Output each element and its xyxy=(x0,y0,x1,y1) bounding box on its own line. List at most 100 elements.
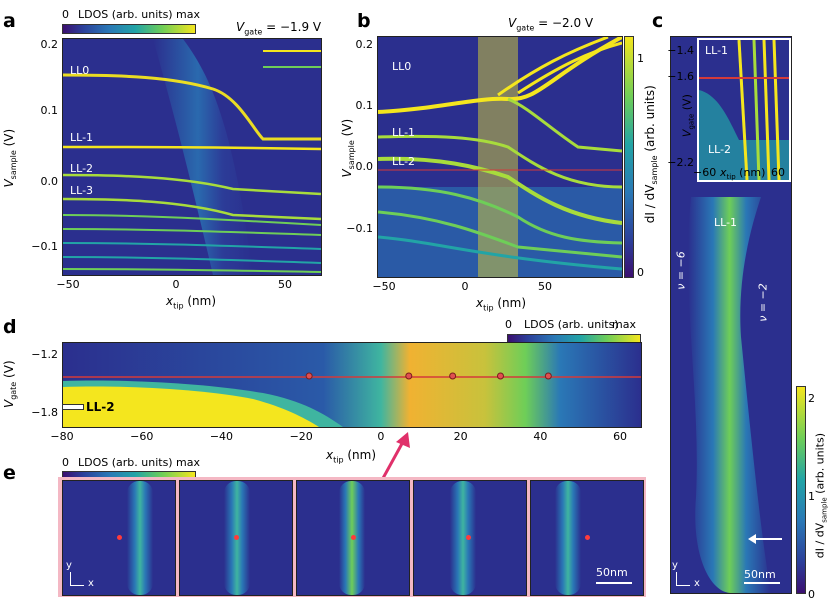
panel-b-ytick: 0.0 xyxy=(355,160,374,173)
panel-c-inset-ytick: −2.2 xyxy=(667,156,694,169)
panel-a-ll0: LL0 xyxy=(70,64,90,77)
panel-d-ylabel: Vgate (V) xyxy=(1,360,19,409)
panel-e-map-5 xyxy=(530,480,644,596)
panel-b-ll1: LL-1 xyxy=(392,126,416,139)
panel-d-colorbar-min: 0 xyxy=(505,318,512,331)
panel-d-xtick: −80 xyxy=(50,430,74,443)
panel-c-ll1: LL-1 xyxy=(714,216,738,229)
panel-a-colorbar-title: LDOS (arb. units) xyxy=(78,8,173,21)
panel-d-colorbar-title: LDOS (arb. units) xyxy=(524,318,619,331)
panel-c-nu-left: ν = −6 xyxy=(674,251,688,290)
panel-a-heatmap-svg xyxy=(63,39,321,275)
panel-c-axis-x-line xyxy=(676,585,690,586)
panel-a-colorbar-min: 0 xyxy=(62,8,69,21)
panel-d-xtick: −20 xyxy=(289,430,313,443)
panel-c-axis-y: y xyxy=(672,560,678,571)
panel-c-inset-svg xyxy=(699,40,789,180)
panel-b-xtick: 50 xyxy=(538,280,552,293)
panel-d-ll2-marker xyxy=(62,404,84,410)
panel-c-colorbar-tick: 1 xyxy=(808,490,815,503)
panel-b-heatmap xyxy=(377,36,623,278)
panel-d-heatmap-svg xyxy=(63,343,641,427)
panel-b-heatmap-svg xyxy=(378,37,622,277)
panel-c-inset-ytick: −1.4 xyxy=(667,44,694,57)
panel-a-ytick: 0.0 xyxy=(40,175,59,188)
panel-a-ytick: 0.2 xyxy=(40,38,59,51)
panel-d-heatmap xyxy=(62,342,642,428)
panel-c-scalebar xyxy=(744,582,780,584)
panel-d-position-marker xyxy=(544,372,552,380)
panel-c-colorbar-tick: 2 xyxy=(808,392,815,405)
panel-c-arrow xyxy=(754,538,782,540)
panel-d-position-marker xyxy=(449,372,457,380)
panel-e-colorbar-max: max xyxy=(176,456,200,469)
panel-c-axis-y-line xyxy=(676,572,677,586)
panel-c-inset-xtick: −60 xyxy=(693,166,717,179)
panel-d-colorbar-max: max xyxy=(612,318,636,331)
panel-a-colorbar xyxy=(62,24,196,34)
panel-a-colorbar-max: max xyxy=(176,8,200,21)
panel-a-ytick: −0.1 xyxy=(31,240,58,253)
panel-d-ytick: −1.2 xyxy=(31,348,58,361)
panel-d-xtick: −60 xyxy=(130,430,154,443)
panel-b-ylabel: Vsample (V) xyxy=(339,118,357,178)
panel-a-heatmap xyxy=(62,38,322,276)
panel-c-inset-ytick: −1.6 xyxy=(667,70,694,83)
panel-b-xtick: 0 xyxy=(461,280,469,293)
panel-c-inset-ll1: LL-1 xyxy=(705,44,729,57)
panel-e-scalebar-label: 50nm xyxy=(596,566,628,579)
panel-a-ll2: LL-2 xyxy=(70,162,94,175)
panel-d-xtick: 60 xyxy=(613,430,628,443)
panel-c-map xyxy=(670,36,792,594)
panel-e-scalebar xyxy=(596,582,632,584)
panel-a-xlabel: xtip (nm) xyxy=(166,294,217,311)
panel-c-inset-xtick: 60 xyxy=(771,166,785,179)
panel-b-ytick: 0.2 xyxy=(355,38,374,51)
panel-e-map-4 xyxy=(413,480,527,596)
panel-b-ytick: −0.1 xyxy=(346,222,373,235)
panel-c-inset-xlabel: xtip (nm) xyxy=(720,166,766,182)
panel-c-label: c xyxy=(652,10,664,32)
panel-d-xtick: 20 xyxy=(453,430,468,443)
panel-c-map-svg xyxy=(671,37,791,593)
panel-c-inset xyxy=(697,38,791,182)
panel-a-ll3: LL-3 xyxy=(70,184,94,197)
panel-c-scalebar-label: 50nm xyxy=(744,568,776,581)
panel-d-ll2-label: LL-2 xyxy=(86,400,115,414)
panel-a-xtick: −50 xyxy=(56,278,80,291)
panel-e-map-1 xyxy=(62,480,176,596)
panel-b-colorbar-tick: 1 xyxy=(637,52,644,65)
panel-c-axis-x: x xyxy=(694,578,700,589)
panel-e-label: e xyxy=(3,462,16,484)
panel-a-label: a xyxy=(3,10,16,32)
panel-b-xtick: −50 xyxy=(372,280,396,293)
panel-e-colorbar-title: LDOS (arb. units) xyxy=(78,456,173,469)
panel-c-inset-ylabel: Vgate (V) xyxy=(680,94,696,138)
panel-e-map-2 xyxy=(179,480,293,596)
panel-e-map-3 xyxy=(296,480,410,596)
panel-b-colorbar-tick: 0 xyxy=(637,266,644,279)
panel-d-to-e-arrow xyxy=(380,432,410,481)
panel-d-position-marker xyxy=(405,372,413,380)
panel-d-xtick: 40 xyxy=(533,430,548,443)
panel-d-ytick: −1.8 xyxy=(31,406,58,419)
panel-e-axis-x-line xyxy=(70,585,84,586)
panel-a-xtick: 50 xyxy=(278,278,292,291)
panel-d-label: d xyxy=(3,316,17,338)
panel-c-colorbar xyxy=(796,386,806,594)
panel-b-label: b xyxy=(357,10,371,32)
panel-d-xlabel: xtip (nm) xyxy=(326,448,377,465)
panel-b-vgate: Vgate = −2.0 V xyxy=(508,16,594,33)
panel-d-xtick: −40 xyxy=(209,430,234,443)
panel-d-position-marker xyxy=(305,372,313,380)
panel-c-nu-right: ν = −2 xyxy=(756,283,770,322)
panel-b-ll2: LL-2 xyxy=(392,155,416,168)
panel-b-colorbar-label: dI / dVsample (arb. units) xyxy=(642,85,660,224)
panel-d-xtick: 0 xyxy=(377,430,385,443)
panel-b-colorbar xyxy=(624,36,634,278)
panel-c-colorbar-tick: 0 xyxy=(808,588,815,601)
panel-b-ll0: LL0 xyxy=(392,60,412,73)
panel-a-vgate: Vgate = −1.9 V xyxy=(236,20,322,37)
panel-a-ll1: LL-1 xyxy=(70,131,94,144)
panel-d-position-marker xyxy=(496,372,504,380)
